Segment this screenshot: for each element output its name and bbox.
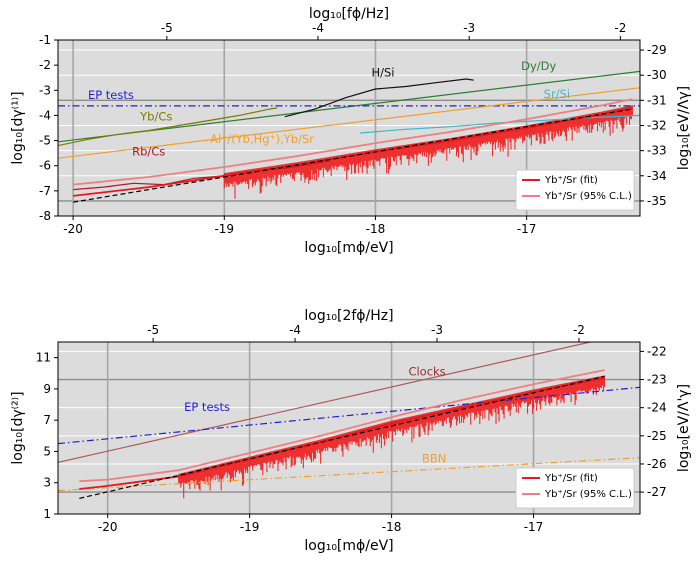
y2-tick-label: -30	[647, 68, 667, 82]
plot-series-group	[58, 70, 640, 203]
legend-label: Yb⁺/Sr (fit)	[544, 175, 598, 186]
y2-tick-label: -26	[647, 457, 667, 471]
y-tick-label: 1	[43, 507, 51, 521]
fit-noise-band	[178, 375, 606, 499]
series-h-si-line	[284, 78, 474, 118]
panel-top-chart: -20 -19 -18 -17 -5 -4 -3 -2 -1 -2 -3 -4 -5 -6 -7 -8 -29 -…	[10, 6, 692, 256]
y2-tick-label: -22	[647, 344, 667, 358]
annotation-rb-cs: Rb/Cs	[132, 145, 165, 159]
y2-axis-label: log₁₀[eV/Λ'γ]	[676, 384, 692, 472]
x-tick-label: -17	[517, 222, 537, 236]
x-tick-label: -17	[524, 520, 544, 534]
x2-tick-label: -2	[614, 21, 626, 35]
annotation-sr-si: Sr/Si	[544, 87, 570, 101]
y2-tick-label: -35	[647, 194, 667, 208]
series-clocks-line	[58, 342, 591, 463]
y2-tick-label: -33	[647, 144, 667, 158]
x2-axis-label: log₁₀[2fϕ/Hz]	[304, 308, 393, 324]
y2-tick-label: -23	[647, 373, 667, 387]
series-lower-bound-line	[79, 375, 605, 499]
y2-tick-label: -34	[647, 169, 667, 183]
x-tick-label: -20	[98, 520, 118, 534]
x2-tick-label: -5	[147, 323, 159, 337]
series-sr-si-line	[360, 114, 640, 134]
x2-tick-label: -4	[312, 21, 324, 35]
y-tick-label: -2	[39, 58, 51, 72]
plot-frame	[57, 341, 641, 515]
plot-frame	[57, 39, 641, 217]
fit-noise-band	[223, 105, 633, 199]
y-tick-label: 9	[43, 382, 51, 396]
series-dy-dy-line	[58, 70, 640, 143]
y-tick-label: 11	[36, 351, 51, 365]
x-axis-label: log₁₀[mϕ/eV]	[304, 240, 393, 256]
y-tick-label: -3	[39, 83, 51, 97]
y2-tick-label: -24	[647, 401, 667, 415]
annotation-ep-tests: EP tests	[184, 400, 230, 414]
annotation-yb-cs: Yb/Cs	[139, 109, 172, 123]
series-ep-tests-line	[58, 386, 640, 445]
x2-tick-label: -5	[161, 21, 173, 35]
y-tick-label: -5	[39, 134, 51, 148]
legend-box	[515, 467, 635, 509]
panel-bottom-chart: -20 -19 -18 -17 -5 -4 -3 -2 1 3 5 7 9 11 -22 -23 -24 -25 -…	[10, 308, 692, 554]
series-rb-cs-line	[73, 160, 331, 191]
series-bbn-line	[58, 457, 640, 492]
annotation-dy-dy: Dy/Dy	[521, 59, 556, 73]
y-tick-label: -7	[39, 184, 51, 198]
plot-series-group	[58, 342, 640, 499]
x2-tick-label: -4	[289, 323, 301, 337]
x-tick-label: -19	[214, 222, 234, 236]
annotation-bbn: BBN	[422, 451, 446, 465]
annotation-clocks: Clocks	[408, 365, 445, 379]
legend-label: Yb⁺/Sr (95% C.L.)	[544, 489, 632, 500]
legend-box	[515, 169, 635, 211]
x2-axis-label: log₁₀[fϕ/Hz]	[309, 6, 389, 22]
x-tick-label: -20	[63, 222, 83, 236]
y-axis-label: log₁₀[dγ⁽²⁾]	[10, 391, 26, 464]
annotation-h-si: H/Si	[371, 65, 394, 79]
series-al-yb-hg-yb-sr-line	[58, 87, 640, 159]
annotation-al-yb-hg-yb-sr: Al⁺/(Yb,Hg⁺),Yb/Sr	[210, 132, 314, 146]
legend: Yb⁺/Sr (fit) Yb⁺/Sr (95% C.L.)	[515, 169, 635, 211]
y-tick-label: -4	[39, 108, 51, 122]
x-tick-label: -18	[382, 520, 402, 534]
y-tick-label: 7	[43, 413, 51, 427]
annotation-ep-tests: EP tests	[88, 88, 134, 102]
y-tick-label: -1	[39, 33, 51, 47]
y-tick-label: 3	[43, 476, 51, 490]
series-yb-sr-95-c-l-line	[79, 369, 605, 483]
y2-tick-label: -31	[647, 93, 667, 107]
series-yb-sr-95-c-l-line	[73, 98, 633, 186]
x2-tick-label: -2	[573, 323, 585, 337]
legend: Yb⁺/Sr (fit) Yb⁺/Sr (95% C.L.)	[515, 467, 635, 509]
y2-tick-label: -25	[647, 429, 667, 443]
series-yb-cs-line	[58, 107, 278, 147]
legend-label: Yb⁺/Sr (fit)	[544, 473, 598, 484]
y2-tick-label: -29	[647, 43, 667, 57]
x-axis-label: log₁₀[mϕ/eV]	[304, 538, 393, 554]
y-tick-label: 5	[43, 444, 51, 458]
y-tick-label: -6	[39, 159, 51, 173]
y2-axis-label: log₁₀[eV/Λγ]	[676, 86, 692, 170]
series-lower-bound-line	[73, 108, 633, 203]
y-tick-label: -8	[39, 209, 51, 223]
x2-tick-label: -3	[463, 21, 475, 35]
x2-tick-label: -3	[431, 323, 443, 337]
y2-tick-label: -32	[647, 118, 667, 132]
series-yb-sr-fit-line	[79, 377, 605, 490]
x-tick-label: -19	[240, 520, 260, 534]
y2-tick-label: -27	[647, 485, 667, 499]
legend-label: Yb⁺/Sr (95% C.L.)	[544, 191, 632, 202]
y-axis-label: log₁₀[dγ⁽¹⁾]	[10, 91, 26, 164]
x-tick-label: -18	[366, 222, 386, 236]
